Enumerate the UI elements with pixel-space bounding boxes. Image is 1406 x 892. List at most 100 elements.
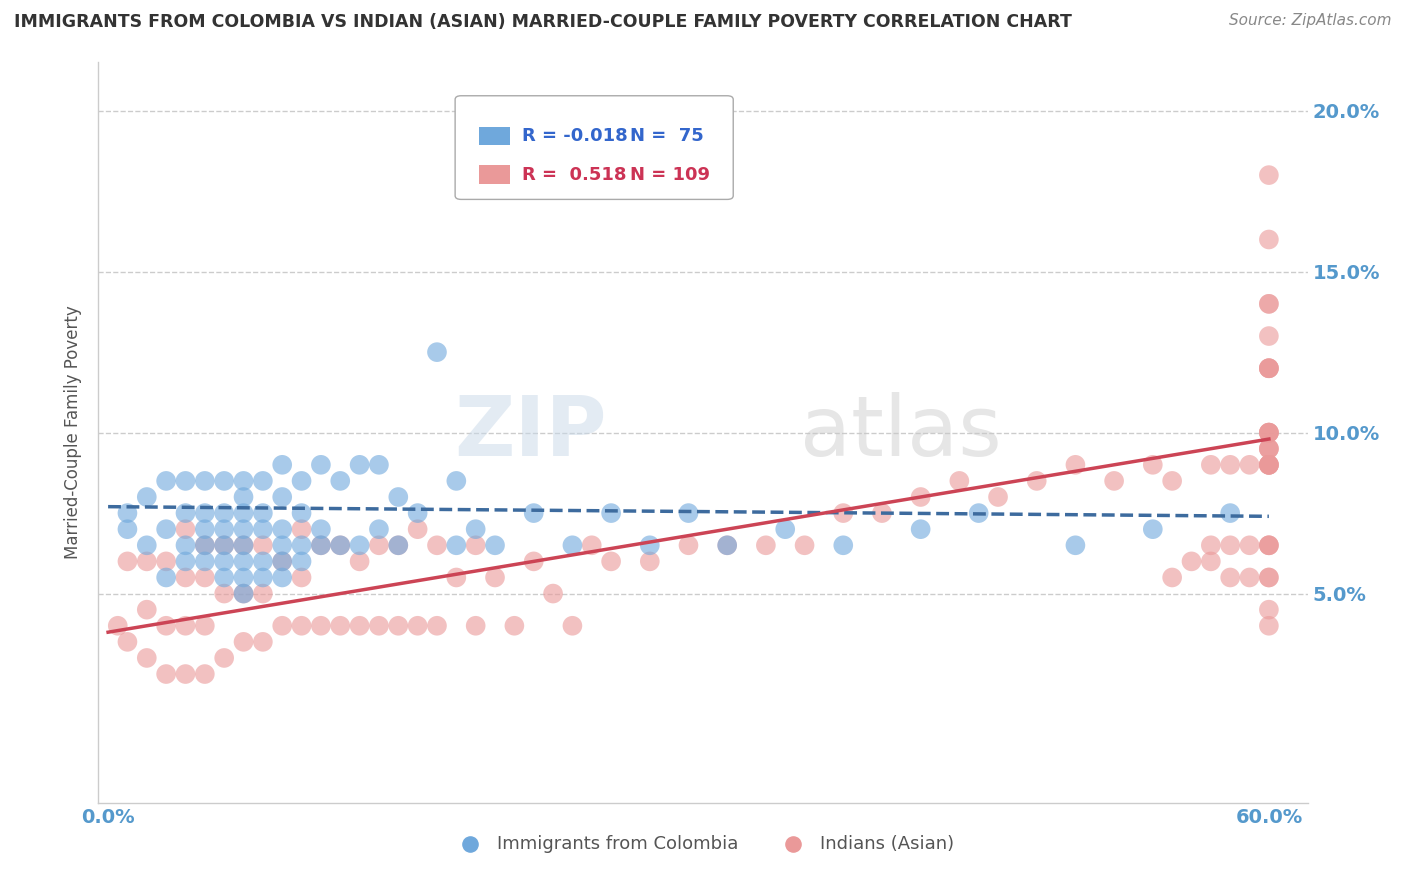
Point [174,554,197,568]
Point [135,554,157,568]
Point [212,570,235,584]
Point [271,522,294,536]
Point [212,538,235,552]
Point [406,619,429,633]
Point [523,506,546,520]
Text: Source: ZipAtlas.com: Source: ZipAtlas.com [1229,13,1392,29]
Point [1257,297,1279,311]
Point [426,538,449,552]
Point [309,538,332,552]
Point [349,538,371,552]
Point [600,554,623,568]
Point [290,474,312,488]
Point [271,554,294,568]
Point [349,458,371,472]
Point [252,570,274,584]
Point [155,619,177,633]
Point [1239,458,1261,472]
Point [773,522,796,536]
Point [232,490,254,504]
Point [678,506,700,520]
Point [1025,474,1047,488]
Point [1257,602,1279,616]
Point [349,554,371,568]
Point [1219,506,1241,520]
Point [1199,538,1222,552]
Point [638,538,661,552]
Point [967,506,990,520]
Point [290,506,312,520]
Point [194,554,217,568]
Point [1219,458,1241,472]
Point [252,506,274,520]
Point [290,570,312,584]
Point [194,619,217,633]
Point [426,619,449,633]
Point [464,619,486,633]
Point [290,619,312,633]
Text: atlas: atlas [800,392,1001,473]
Point [1257,442,1279,456]
Point [503,619,526,633]
Point [117,554,139,568]
Point [1219,538,1241,552]
Point [194,538,217,552]
Point [1199,458,1222,472]
Point [426,345,449,359]
Point [290,522,312,536]
Point [1257,538,1279,552]
Point [232,538,254,552]
Point [406,506,429,520]
Point [910,490,932,504]
Legend: Immigrants from Colombia, Indians (Asian): Immigrants from Colombia, Indians (Asian… [444,828,962,861]
Point [271,619,294,633]
Point [1161,570,1184,584]
Point [561,619,583,633]
Point [1180,554,1202,568]
Point [135,538,157,552]
Point [1257,425,1279,440]
Point [870,506,893,520]
Point [1257,538,1279,552]
Point [309,619,332,633]
Point [232,554,254,568]
Point [1199,554,1222,568]
Point [212,651,235,665]
Point [1257,425,1279,440]
Point [155,554,177,568]
Point [1142,522,1164,536]
Point [252,522,274,536]
Point [1257,458,1279,472]
Point [232,635,254,649]
Point [1257,538,1279,552]
Point [212,554,235,568]
Point [484,538,506,552]
Point [194,570,217,584]
Point [464,538,486,552]
Point [117,522,139,536]
Point [349,619,371,633]
Point [271,554,294,568]
Point [1239,538,1261,552]
Point [252,586,274,600]
Point [174,522,197,536]
FancyBboxPatch shape [456,95,734,200]
Point [832,538,855,552]
Point [174,667,197,681]
Point [1257,442,1279,456]
Point [174,619,197,633]
Point [174,538,197,552]
Point [309,538,332,552]
Point [1219,570,1241,584]
Point [1257,619,1279,633]
Point [329,474,352,488]
Point [194,522,217,536]
Point [678,538,700,552]
Point [212,538,235,552]
Point [232,522,254,536]
Text: N =  75: N = 75 [630,127,704,145]
Point [155,570,177,584]
Point [309,458,332,472]
Point [484,570,506,584]
Point [135,490,157,504]
